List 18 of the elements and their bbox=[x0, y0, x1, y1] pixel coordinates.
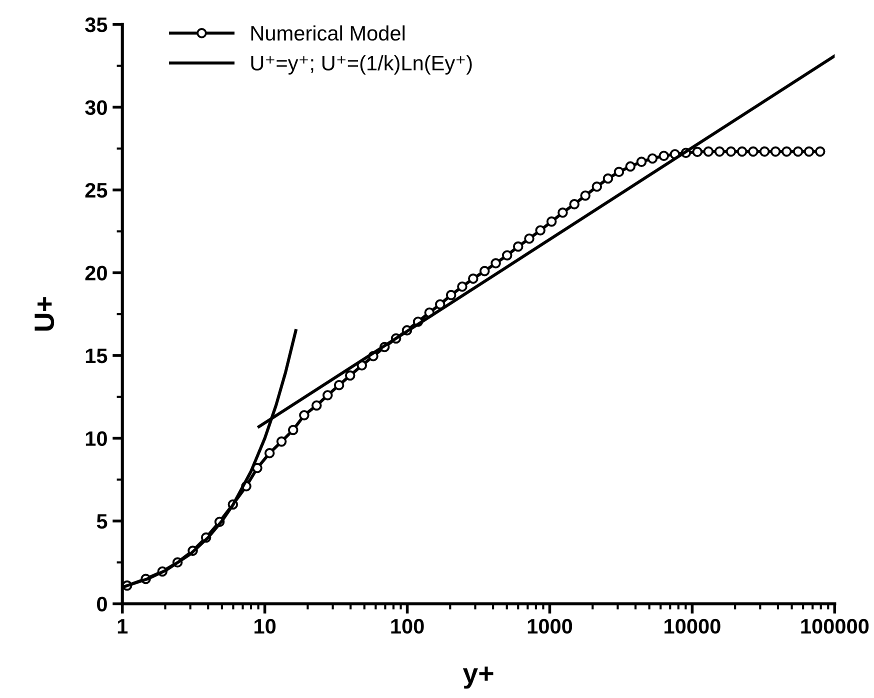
y-tick-label: 25 bbox=[85, 182, 108, 198]
x-tick-label: 100 bbox=[391, 618, 424, 634]
y-tick-label: 5 bbox=[96, 514, 108, 529]
y-tick-label: 15 bbox=[86, 348, 108, 364]
x-axis-title: y+ bbox=[462, 666, 494, 689]
y-tick-label: 35 bbox=[85, 17, 108, 32]
x-tick-label: 10 bbox=[254, 618, 276, 634]
x-tick-label: 10000 bbox=[664, 618, 720, 634]
x-tick-label: 1000 bbox=[528, 618, 572, 634]
x-tick-label: 1 bbox=[118, 619, 128, 634]
y-tick-label: 0 bbox=[97, 596, 107, 612]
y-axis-title: U+ bbox=[34, 297, 54, 331]
y-tick-label: 10 bbox=[86, 431, 107, 446]
legend-label: U⁺=y⁺; U⁺=(1/k)Ln(Ey⁺) bbox=[251, 55, 472, 75]
legend-label: Numerical Model bbox=[251, 25, 405, 41]
y-tick-label: 30 bbox=[85, 100, 107, 115]
y-tick-label: 20 bbox=[85, 266, 107, 280]
x-tick-label: 100000 bbox=[801, 618, 869, 634]
